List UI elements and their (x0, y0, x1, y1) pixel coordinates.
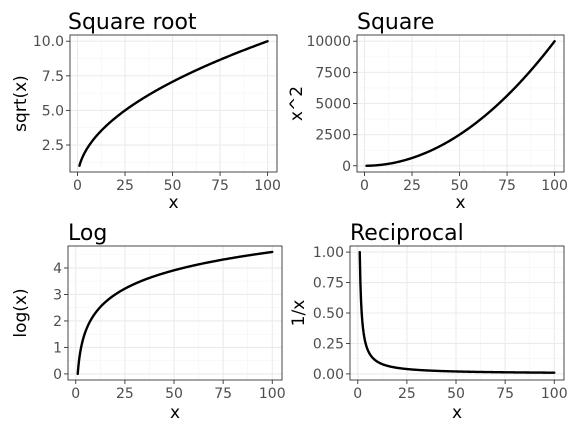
y-tick-label: 10000 (306, 34, 351, 50)
chart-title: Reciprocal (350, 221, 464, 246)
y-tick-label: 5.0 (42, 103, 64, 119)
chart-title: Log (68, 221, 107, 246)
series-line-sqrt (78, 40, 269, 167)
series-line-reciprocal (358, 250, 556, 374)
y-tick-label: 4 (53, 261, 62, 277)
y-tick-label: 2 (53, 314, 62, 330)
x-axis-label: x (452, 403, 462, 423)
x-tick-label: 100 (541, 386, 568, 402)
y-tick-label: 0.75 (313, 276, 344, 292)
x-tick-label: 50 (164, 178, 182, 194)
y-tick-label: 2.5 (42, 138, 64, 154)
y-tick-label: 0.00 (313, 367, 344, 383)
x-tick-label: 50 (451, 178, 469, 194)
y-axis-label: 1/x (289, 300, 309, 327)
panel-border (349, 245, 565, 381)
x-tick-label: 0 (353, 386, 362, 402)
series-line-log (76, 250, 274, 376)
panel-border (67, 245, 283, 381)
y-tick-label: 0 (53, 367, 62, 383)
x-tick-label: 75 (214, 386, 232, 402)
x-tick-label: 50 (165, 386, 183, 402)
x-tick-label: 0 (360, 178, 369, 194)
x-tick-label: 25 (116, 178, 134, 194)
x-tick-label: 100 (254, 178, 281, 194)
y-tick-label: 2500 (315, 128, 351, 144)
panel-border (356, 34, 565, 173)
x-tick-label: 25 (398, 386, 416, 402)
x-tick-label: 100 (259, 386, 286, 402)
y-tick-label: 7.5 (42, 69, 64, 85)
x-tick-label: 75 (498, 178, 516, 194)
panel-reciprocal: 0 25 50 75 100 0.00 0.25 0.50 0.75 1.00 Reciprocal… (289, 221, 568, 423)
y-tick-label: 0.50 (313, 306, 344, 322)
panel-border (69, 34, 278, 173)
x-tick-label: 25 (116, 386, 134, 402)
panel-log: 0 25 50 75 100 0 1 2 3 4 Log x log(x) (11, 221, 286, 423)
x-axis-label: x (170, 403, 180, 423)
x-axis-label: x (168, 193, 178, 213)
y-tick-label: 1.00 (313, 245, 344, 261)
y-tick-label: 1 (53, 340, 62, 356)
y-tick-label: 10.0 (33, 34, 64, 50)
chart-title: Square root (68, 10, 197, 35)
x-tick-label: 0 (71, 386, 80, 402)
x-tick-label: 75 (211, 178, 229, 194)
x-tick-label: 75 (496, 386, 514, 402)
x-axis-label: x (455, 193, 465, 213)
y-axis-label: log(x) (11, 288, 31, 337)
x-tick-label: 25 (403, 178, 421, 194)
panel-square: 0 25 50 75 100 0 2500 5000 7500 10000 Square x x^2 (287, 10, 568, 213)
chart-title: Square (357, 10, 434, 35)
x-tick-label: 0 (73, 178, 82, 194)
y-axis-label: x^2 (287, 86, 307, 121)
y-axis-label: sqrt(x) (11, 75, 31, 132)
y-tick-label: 5000 (315, 97, 351, 113)
y-tick-label: 0 (342, 159, 351, 175)
x-tick-label: 50 (447, 386, 465, 402)
y-tick-label: 7500 (315, 65, 351, 81)
series-line-square (365, 40, 556, 167)
y-tick-label: 0.25 (313, 336, 344, 352)
y-tick-label: 3 (53, 287, 62, 303)
x-tick-label: 100 (541, 178, 568, 194)
